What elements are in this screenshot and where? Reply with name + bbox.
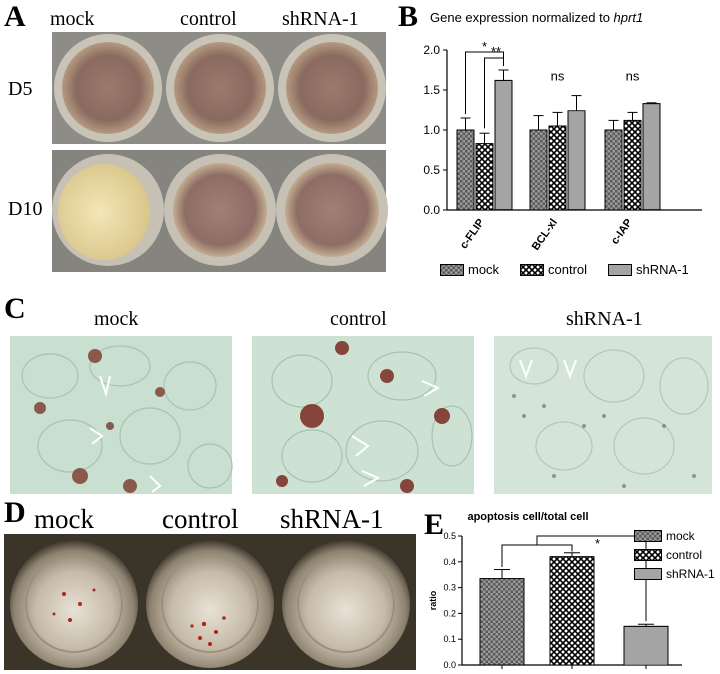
b-bar-mock-BCL-xl <box>529 129 548 211</box>
panel-d-photo <box>4 534 416 670</box>
panel-b-title-text: Gene expression normalized to <box>430 10 614 25</box>
panel-a-letter: A <box>4 0 26 33</box>
panel-c-label-control: control <box>330 308 387 330</box>
e-y-tick-label: 0.5 <box>443 531 456 541</box>
b-sig-label: ns <box>626 68 640 83</box>
legend-label-shrna: shRNA-1 <box>636 262 689 277</box>
b-bar-control-c-IAP <box>623 119 642 211</box>
legend-e-label-control: control <box>666 548 703 562</box>
panel-c-letter: C <box>4 292 26 325</box>
plate-well-mock <box>10 540 138 668</box>
b-x-tick-label: c-IAP <box>609 217 635 247</box>
e-bar-mock <box>479 578 525 666</box>
panel-d-label-control: control <box>162 504 239 534</box>
panel-c-label-mock: mock <box>94 308 139 330</box>
b-y-tick-label: 1.0 <box>423 123 440 137</box>
b-bar-shRNA-1-BCL-xl <box>567 110 586 211</box>
panel-a-photo-d10 <box>52 150 388 272</box>
e-y-tick-label: 0.4 <box>443 557 456 567</box>
panel-d-label-mock: mock <box>34 504 94 534</box>
e-bar-shRNA-1 <box>623 625 669 666</box>
panel-e-legend: mock control shRNA-1 <box>634 529 720 590</box>
panel-a-row-label-d5: D5 <box>8 78 33 100</box>
well-d10-mock <box>52 154 164 266</box>
legend-e-swatch-mock <box>634 530 662 542</box>
panel-a-col-label-shrna: shRNA-1 <box>282 8 359 30</box>
b-bar-control-BCL-xl <box>548 125 567 211</box>
b-bar-control-c-FLIP <box>475 143 494 211</box>
legend-swatch-control <box>520 264 544 276</box>
well-d10-control <box>164 154 276 266</box>
e-bar-control <box>549 556 595 666</box>
b-y-tick-label: 1.5 <box>423 83 440 97</box>
panel-d-letter: D <box>4 496 26 529</box>
panel-c-micrograph-control <box>252 336 474 494</box>
legend-swatch-shrna <box>608 264 632 276</box>
e-y-tick-label: 0.3 <box>443 583 456 593</box>
legend-label-control: control <box>548 262 588 277</box>
legend-e-swatch-shrna <box>634 568 662 580</box>
plate-well-control <box>146 540 274 668</box>
panel-a-row-label-d10: D10 <box>8 198 43 220</box>
b-x-tick-label: c-FLIP <box>458 217 487 251</box>
b-sig-bracket-control <box>484 57 504 129</box>
legend-e-label-mock: mock <box>666 529 695 543</box>
panel-a-col-label-mock: mock <box>50 8 95 30</box>
b-bar-shRNA-1-c-IAP <box>642 103 661 211</box>
e-y-tick-label: 0.0 <box>443 660 456 670</box>
e-y-tick-label: 0.1 <box>443 634 456 644</box>
e-y-tick-label: 0.2 <box>443 608 456 618</box>
e-title: apoptosis cell/total cell <box>467 511 588 523</box>
b-sig-label: * <box>482 39 487 54</box>
legend-e-label-shrna: shRNA-1 <box>666 567 715 581</box>
well-d10-shrna <box>276 154 388 266</box>
panel-a-photo-d5 <box>52 32 386 144</box>
well-d5-shrna <box>278 34 386 142</box>
panel-b-legend: mock control shRNA-1 <box>440 262 710 280</box>
panel-b-letter: B <box>398 0 419 33</box>
e-sig-bracket-group <box>501 544 573 567</box>
b-bar-mock-c-FLIP <box>456 129 475 211</box>
panel-d-label-shrna: shRNA-1 <box>280 504 384 534</box>
panel-c-label-shrna: shRNA-1 <box>566 308 643 330</box>
b-sig-label: ns <box>551 68 565 83</box>
b-y-tick-label: 0.5 <box>423 163 440 177</box>
panel-c-micrograph-shrna <box>494 336 712 494</box>
legend-e-swatch-control <box>634 549 662 561</box>
legend-swatch-mock <box>440 264 464 276</box>
b-y-tick-label: 2.0 <box>423 43 440 57</box>
e-y-axis-label: ratio <box>428 590 438 610</box>
panel-a-col-label-control: control <box>180 8 237 30</box>
panel-b-title: Gene expression normalized to hprt1 <box>430 10 643 25</box>
well-d5-mock <box>54 34 162 142</box>
b-y-tick-label: 0.0 <box>423 203 440 217</box>
b-sig-label: ** <box>491 44 501 59</box>
panel-b-chart: 0.00.51.01.52.0c-FLIP BCL-xl c-IAP* **ns ns <box>423 39 702 253</box>
b-bar-shRNA-1-c-FLIP <box>494 79 513 211</box>
panel-c-micrograph-mock <box>10 336 233 494</box>
panel-e-letter: E <box>424 508 445 541</box>
e-sig-label: * <box>595 536 600 551</box>
legend-label-mock: mock <box>468 262 500 277</box>
plate-well-shrna <box>282 540 410 668</box>
well-d5-control <box>166 34 274 142</box>
b-x-tick-label: BCL-xl <box>530 217 560 253</box>
b-bar-mock-c-IAP <box>604 129 623 211</box>
panel-b-title-gene: hprt1 <box>613 10 644 25</box>
panel-e-chart: apoptosis cell/total cell 0.0 0.1 0.2 0.3 0.4… <box>428 511 682 670</box>
